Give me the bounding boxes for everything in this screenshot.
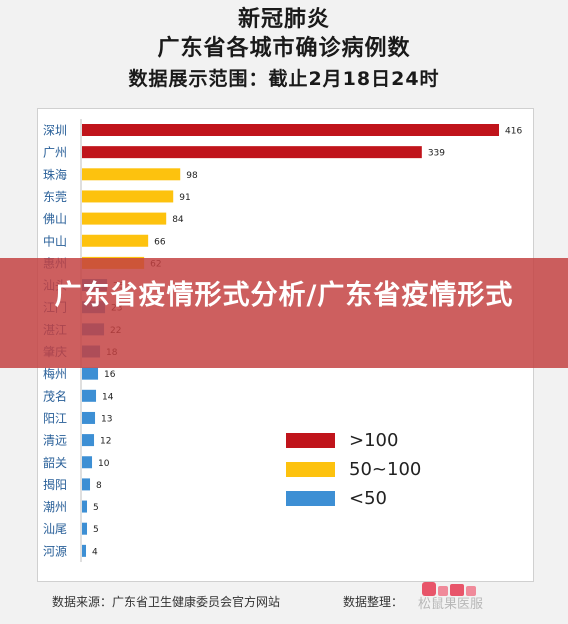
- value-label: 16: [104, 370, 116, 380]
- bar: [82, 434, 95, 447]
- value-label: 5: [93, 525, 99, 535]
- category-label: 揭阳: [43, 477, 67, 492]
- value-label: 416: [505, 127, 522, 137]
- category-label: 潮州: [43, 499, 67, 514]
- value-label: 98: [186, 171, 198, 181]
- category-label: 茂名: [43, 388, 67, 403]
- legend-swatch: [286, 462, 335, 477]
- chart-title-line1: 新冠肺炎: [237, 7, 330, 32]
- category-label: 汕尾: [43, 522, 67, 536]
- category-label: 清远: [43, 434, 67, 448]
- value-label: 14: [102, 392, 114, 402]
- category-label: 河源: [43, 544, 67, 558]
- category-label: 深圳: [43, 124, 67, 138]
- value-label: 339: [428, 149, 445, 159]
- category-label: 广州: [43, 146, 67, 160]
- bar: [82, 544, 87, 557]
- value-label: 8: [96, 481, 102, 491]
- bar: [82, 456, 93, 469]
- value-label: 12: [100, 437, 111, 447]
- chart-title-line3: 数据展示范围：截止2月18日24时: [128, 68, 440, 90]
- bar: [82, 500, 88, 513]
- bar: [82, 367, 99, 380]
- category-label: 佛山: [43, 212, 67, 226]
- category-label: 东莞: [43, 190, 67, 204]
- value-label: 66: [154, 237, 166, 247]
- legend-label: >100: [349, 430, 398, 451]
- bar: [82, 389, 97, 402]
- bar: [82, 478, 91, 491]
- category-label: 珠海: [43, 167, 67, 182]
- organizer-logo-icon: [422, 582, 476, 596]
- legend-swatch: [286, 433, 335, 448]
- bar: [82, 124, 499, 136]
- category-label: 梅州: [43, 366, 67, 381]
- data-source-text: 数据来源：广东省卫生健康委员会官方网站: [52, 595, 281, 609]
- chart-titles: 新冠肺炎 广东省各城市确诊病例数 数据展示范围：截止2月18日24时: [0, 6, 568, 94]
- legend-label: 50~100: [349, 459, 421, 480]
- value-label: 84: [172, 215, 184, 225]
- bar: [82, 411, 96, 424]
- category-label: 韶关: [43, 455, 67, 470]
- bar: [82, 190, 174, 203]
- overlay-banner-text: 广东省疫情形式分析/广东省疫情形式: [54, 280, 514, 311]
- data-organizer-label: 数据整理：: [343, 595, 404, 609]
- legend-swatch: [286, 491, 335, 506]
- bar: [82, 522, 88, 535]
- value-label: 13: [101, 414, 112, 424]
- watermark-text: 松鼠果医服: [418, 597, 484, 612]
- bar: [82, 234, 149, 247]
- chart-title-line2: 广东省各城市确诊病例数: [157, 36, 411, 61]
- category-label: 中山: [43, 233, 67, 248]
- value-label: 91: [179, 193, 190, 203]
- value-label: 4: [92, 547, 98, 557]
- bar: [82, 212, 167, 225]
- bar: [82, 146, 422, 159]
- legend-label: <50: [349, 488, 387, 509]
- value-label: 5: [93, 503, 99, 513]
- category-label: 阳江: [43, 411, 67, 425]
- value-label: 10: [98, 459, 110, 469]
- bar: [82, 168, 181, 181]
- overlay-banner: [0, 258, 568, 368]
